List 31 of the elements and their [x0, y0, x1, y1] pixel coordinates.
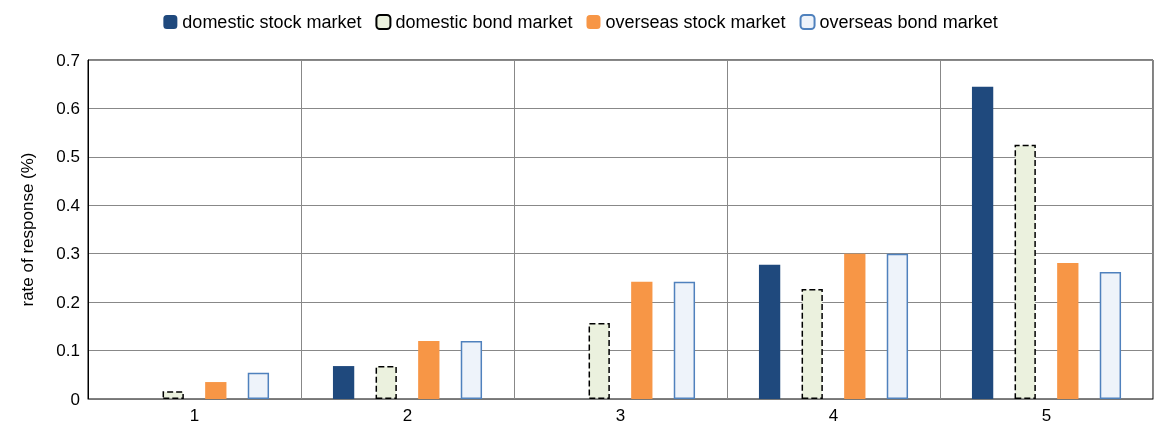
- bar: [673, 281, 696, 399]
- bar: [205, 382, 227, 399]
- bar: [631, 281, 653, 399]
- bar: [758, 264, 781, 399]
- bar: [418, 340, 440, 399]
- x-tick-label: 3: [615, 406, 626, 425]
- legend-label: domestic stock market: [182, 12, 362, 32]
- y-tick-label: 0: [70, 389, 80, 409]
- bar: [1057, 262, 1079, 399]
- y-axis-title: rate of response (%): [18, 152, 37, 307]
- x-tick-label: 4: [828, 406, 839, 425]
- x-tick-label: 1: [189, 406, 200, 425]
- bar: [1099, 272, 1122, 399]
- bar: [971, 86, 994, 399]
- legend-label: overseas stock market: [605, 12, 786, 32]
- bar: [886, 253, 909, 399]
- legend-label: domestic bond market: [395, 12, 573, 32]
- legend-label: overseas bond market: [819, 12, 998, 32]
- y-tick-label: 0.1: [56, 341, 80, 361]
- bar: [332, 366, 355, 399]
- x-tick-label: 5: [1041, 406, 1052, 425]
- y-tick-label: 0.6: [56, 98, 80, 118]
- y-tick-label: 0.4: [56, 195, 80, 215]
- y-tick-label: 0.2: [56, 292, 80, 312]
- y-tick-label: 0.5: [56, 147, 80, 167]
- bar: [460, 340, 483, 399]
- y-tick-label: 0.3: [56, 244, 80, 264]
- y-tick-label: 0.7: [56, 50, 80, 70]
- bar: [844, 253, 866, 399]
- x-tick-label: 2: [402, 406, 413, 425]
- bar: [247, 372, 270, 399]
